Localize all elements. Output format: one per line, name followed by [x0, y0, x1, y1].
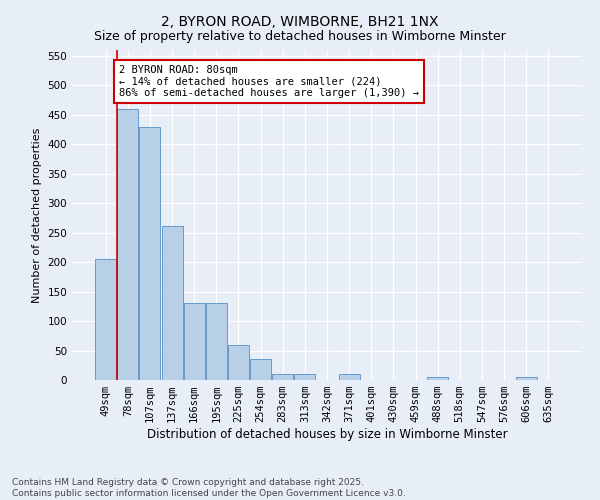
Bar	[95, 259, 116, 380]
Bar	[427, 377, 448, 380]
Bar	[118, 109, 139, 380]
Bar	[139, 126, 160, 380]
Text: 2 BYRON ROAD: 80sqm
← 14% of detached houses are smaller (224)
86% of semi-detac: 2 BYRON ROAD: 80sqm ← 14% of detached ho…	[119, 64, 419, 98]
Text: Contains HM Land Registry data © Crown copyright and database right 2025.
Contai: Contains HM Land Registry data © Crown c…	[12, 478, 406, 498]
Bar	[184, 304, 205, 380]
Y-axis label: Number of detached properties: Number of detached properties	[32, 128, 42, 302]
X-axis label: Distribution of detached houses by size in Wimborne Minster: Distribution of detached houses by size …	[146, 428, 508, 441]
Bar	[206, 304, 227, 380]
Text: 2, BYRON ROAD, WIMBORNE, BH21 1NX: 2, BYRON ROAD, WIMBORNE, BH21 1NX	[161, 15, 439, 29]
Bar	[161, 226, 182, 380]
Bar	[295, 374, 316, 380]
Text: Size of property relative to detached houses in Wimborne Minster: Size of property relative to detached ho…	[94, 30, 506, 43]
Bar	[515, 377, 536, 380]
Bar	[250, 360, 271, 380]
Bar	[338, 374, 359, 380]
Bar	[228, 344, 249, 380]
Bar	[272, 374, 293, 380]
